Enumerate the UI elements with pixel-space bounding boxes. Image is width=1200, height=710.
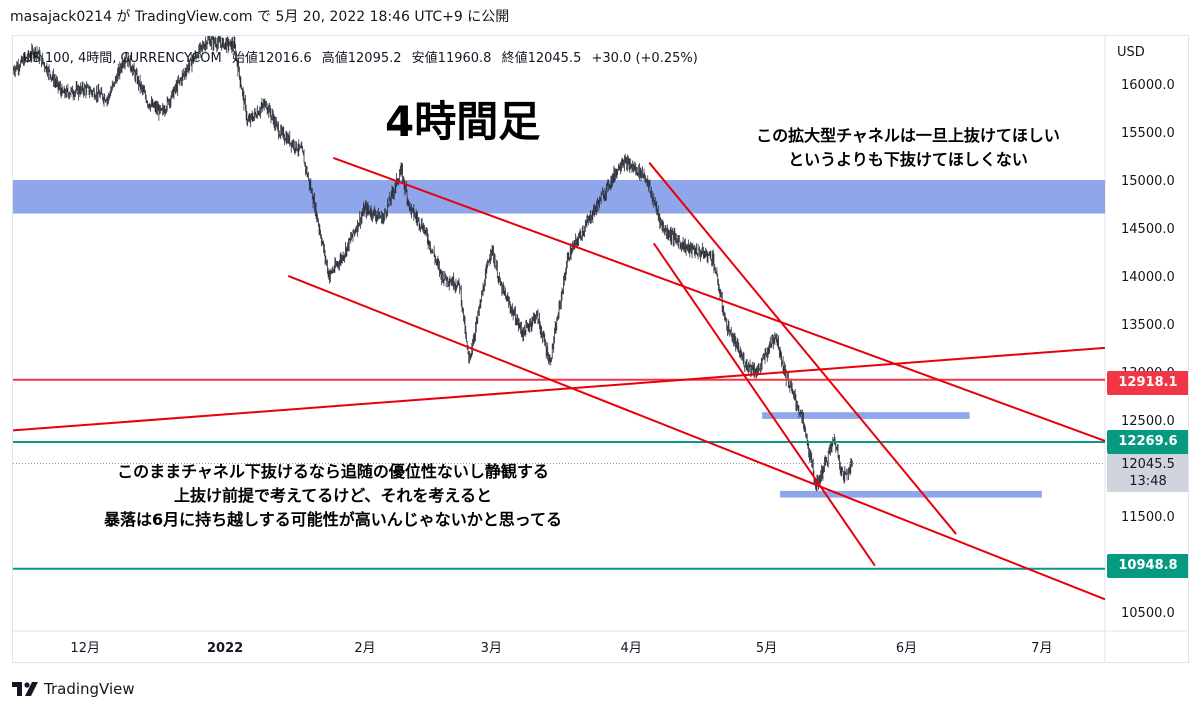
trend-line — [648, 162, 957, 535]
time-tick-label: 5月 — [756, 641, 777, 656]
annotation-line: このままチャネル下抜けるなら追随の優位性ないし静観する — [117, 462, 549, 481]
price-tick-label: 15000.0 — [1121, 174, 1175, 189]
legend-symbol[interactable]: US 100, 4時間, CURRENCYCOM — [23, 51, 222, 66]
time-tick-label: 3月 — [481, 641, 502, 656]
time-tick-label: 2月 — [354, 641, 375, 656]
chart-title: 4時間足 — [385, 97, 541, 146]
time-tick-label: 4月 — [621, 641, 642, 656]
price-tick-label: 10500.0 — [1121, 606, 1175, 621]
price-tick-label: 12500.0 — [1121, 414, 1175, 429]
currency-label[interactable]: USD — [1117, 45, 1145, 60]
price-zone — [780, 490, 1042, 498]
trend-line — [13, 346, 1106, 432]
price-tag-teal-upper: 12269.6 — [1107, 430, 1188, 454]
annotation-breakdown-note: このままチャネル下抜けるなら追随の優位性ないし静観する 上抜け前提で考えてるけど… — [53, 460, 613, 532]
time-tick-label: 2022 — [207, 641, 243, 656]
price-tick-label: 15500.0 — [1121, 126, 1175, 141]
legend-low: 安値11960.8 — [411, 51, 492, 66]
trend-line — [333, 156, 1106, 442]
time-tick-label: 12月 — [70, 641, 100, 656]
price-tick-label: 14500.0 — [1121, 222, 1175, 237]
annotation-line: 上抜け前提で考えてるけど、それを考えると — [174, 486, 492, 505]
current-price: 12045.5 — [1121, 457, 1175, 472]
price-tag-red: 12918.1 — [1107, 371, 1188, 395]
legend-change: +30.0 (+0.25%) — [591, 51, 698, 66]
price-tick-label: 11500.0 — [1121, 510, 1175, 525]
price-tick-label: 16000.0 — [1121, 78, 1175, 93]
tradingview-logo-icon — [12, 682, 38, 696]
price-zone — [13, 179, 1105, 214]
annotation-expanding-channel: この拡大型チャネルは一旦上抜けてほしい というよりも下抜けてほしくない — [703, 124, 1113, 172]
annotation-line: 暴落は6月に持ち越しする可能性が高いんじゃないかと思ってる — [103, 510, 562, 529]
price-tick-label: 14000.0 — [1121, 270, 1175, 285]
price-tag-current: 12045.5 13:48 — [1107, 454, 1188, 492]
legend-open: 始値12016.6 — [231, 51, 312, 66]
publish-info: masajack0214 が TradingView.com で 5月 20, … — [10, 9, 510, 25]
footer-brand: TradingView — [12, 680, 135, 698]
price-tag-teal-lower: 10948.8 — [1107, 554, 1188, 578]
bar-countdown: 13:48 — [1129, 474, 1167, 489]
trend-line — [652, 242, 876, 567]
trend-line — [287, 274, 1106, 601]
chart-panel[interactable]: 16000.0 15500.0 15000.0 14500.0 14000.0 13500… — [12, 35, 1189, 663]
annotation-line: この拡大型チャネルは一旦上抜けてほしい — [756, 126, 1060, 145]
price-zone — [762, 412, 970, 419]
time-tick-label: 7月 — [1031, 641, 1052, 656]
legend-high: 高値12095.2 — [321, 51, 402, 66]
time-tick-label: 6月 — [896, 641, 917, 656]
chart-canvas[interactable]: 16000.0 15500.0 15000.0 14500.0 14000.0 13500… — [13, 36, 1189, 663]
legend-close: 終値12045.5 — [501, 51, 582, 66]
symbol-legend: US 100, 4時間, CURRENCYCOM 始値12016.6 高値120… — [23, 47, 704, 66]
footer-brand-name: TradingView — [44, 680, 135, 698]
annotation-line: というよりも下抜けてほしくない — [788, 150, 1028, 169]
price-tick-label: 13500.0 — [1121, 318, 1175, 333]
